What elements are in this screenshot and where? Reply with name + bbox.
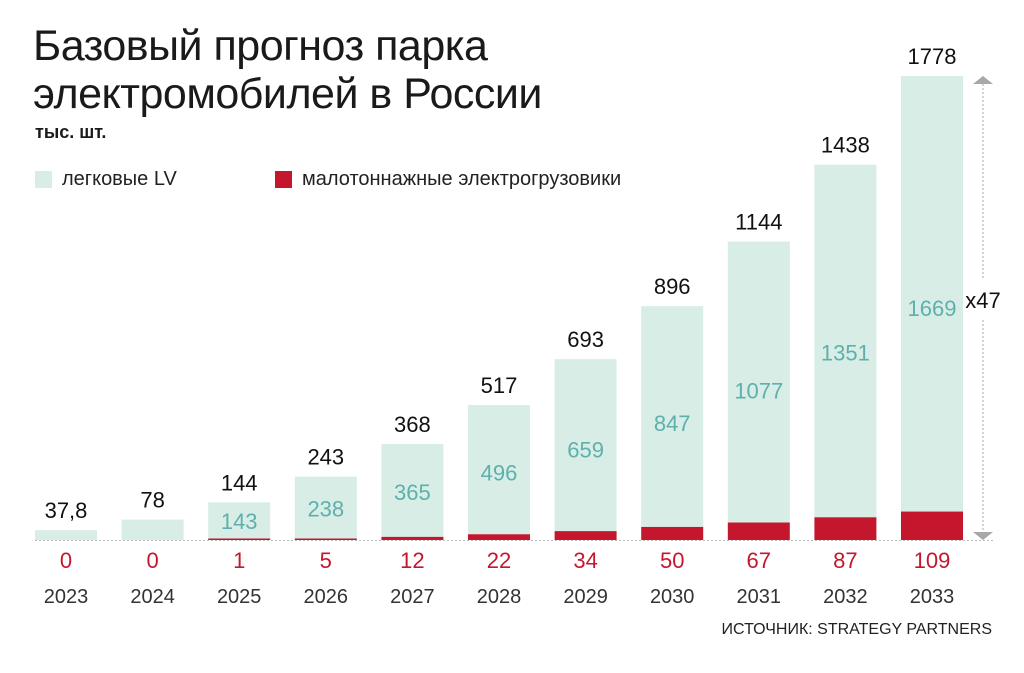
bar-lv-2028 — [468, 405, 530, 535]
year-label-2023: 2023 — [44, 586, 89, 608]
total-label-2030: 896 — [654, 274, 691, 299]
legend-item-lv: легковые LV — [35, 168, 177, 191]
legend-swatch-truck — [275, 171, 292, 188]
bar-lv-2030 — [641, 306, 704, 527]
legend-label-truck: малотоннажные электрогрузовики — [302, 168, 622, 190]
bar-truck-2032 — [814, 517, 877, 540]
lv-label-2032: 1351 — [821, 340, 870, 365]
bar-lv-2031 — [727, 241, 790, 523]
bar-lv-2027 — [381, 443, 444, 537]
bar-lv-2033 — [901, 76, 963, 512]
title-line-2: электромобилей в России — [33, 70, 542, 118]
bar-truck-2027 — [381, 536, 444, 540]
truck-label-2028: 22 — [487, 548, 511, 573]
lv-label-2033: 1669 — [908, 296, 957, 321]
bar-lv-2029 — [554, 359, 617, 532]
chart-title: Базовый прогноз парка электромобилей в Р… — [33, 22, 542, 118]
lv-label-2029: 659 — [567, 438, 604, 463]
bar-lv-2032 — [814, 164, 877, 518]
truck-label-2033: 109 — [914, 548, 951, 573]
lv-label-2027: 365 — [394, 480, 431, 505]
bar-lv-2026 — [294, 476, 357, 539]
lv-label-2031: 1077 — [734, 379, 783, 404]
year-label-2030: 2030 — [650, 586, 695, 608]
bar-truck-2026 — [294, 538, 357, 540]
title-line-1: Базовый прогноз парка — [33, 22, 488, 70]
truck-label-2030: 50 — [660, 548, 684, 573]
truck-label-2025: 1 — [233, 548, 245, 573]
bar-truck-2033 — [901, 511, 963, 540]
truck-label-2026: 5 — [320, 548, 332, 573]
lv-label-2026: 238 — [307, 496, 344, 521]
bar-truck-2030 — [641, 526, 704, 540]
total-label-2027: 368 — [394, 412, 431, 437]
truck-label-2029: 34 — [573, 548, 597, 573]
lv-label-2025: 143 — [221, 509, 258, 534]
bar-lv-2025 — [208, 502, 271, 540]
year-label-2031: 2031 — [737, 586, 782, 608]
truck-label-2024: 0 — [146, 548, 158, 573]
total-label-2026: 243 — [307, 445, 344, 470]
truck-label-2031: 67 — [747, 548, 771, 573]
total-label-2023: 37,8 — [45, 498, 88, 523]
source-note: ИСТОЧНИК: STRATEGY PARTNERS — [721, 621, 992, 638]
total-label-2031: 1144 — [735, 209, 782, 234]
bar-lv-2023 — [35, 530, 97, 540]
units-label: тыс. шт. — [35, 122, 107, 142]
total-label-2029: 693 — [567, 327, 604, 352]
total-label-2033: 1778 — [908, 44, 957, 69]
legend-swatch-lv — [35, 171, 52, 188]
year-label-2026: 2026 — [304, 586, 349, 608]
arrow-up-icon — [973, 76, 993, 84]
truck-label-2027: 12 — [400, 548, 424, 573]
year-label-2032: 2032 — [823, 586, 868, 608]
lv-label-2030: 847 — [654, 411, 691, 436]
year-label-2025: 2025 — [217, 586, 262, 608]
bar-truck-2031 — [727, 522, 790, 540]
legend-label-lv: легковые LV — [62, 168, 177, 190]
legend-item-truck: малотоннажные электрогрузовики — [275, 168, 621, 191]
bar-truck-2025 — [208, 538, 271, 540]
bar-lv-2024 — [121, 519, 184, 540]
truck-label-2023: 0 — [60, 548, 72, 573]
total-label-2028: 517 — [481, 373, 518, 398]
bar-truck-2028 — [468, 534, 530, 540]
growth-annotation: x47 — [965, 288, 1000, 313]
year-label-2024: 2024 — [130, 586, 175, 608]
year-label-2028: 2028 — [477, 586, 522, 608]
total-label-2032: 1438 — [821, 133, 870, 158]
total-label-2025: 144 — [221, 470, 258, 495]
bar-truck-2029 — [554, 531, 617, 540]
year-label-2027: 2027 — [390, 586, 435, 608]
year-label-2029: 2029 — [563, 586, 608, 608]
arrow-down-icon — [973, 532, 993, 540]
total-label-2024: 78 — [140, 488, 164, 513]
truck-label-2032: 87 — [833, 548, 857, 573]
lv-label-2028: 496 — [481, 461, 518, 486]
year-label-2033: 2033 — [910, 586, 955, 608]
